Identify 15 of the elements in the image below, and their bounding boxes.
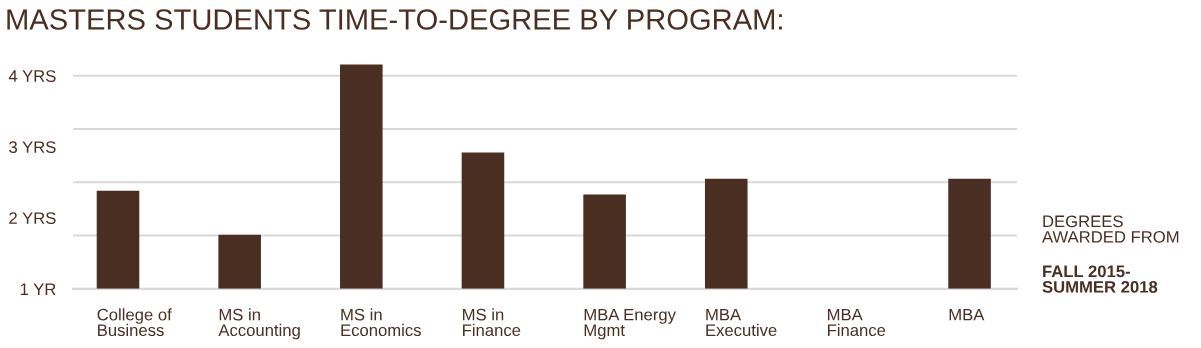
x-tick-label: MS in Accounting	[218, 308, 300, 340]
x-tick-label: MBA Executive	[706, 308, 777, 337]
y-tick-label: 4 YRS	[8, 70, 56, 82]
text: FALL 2015- SUMMER 2018	[1042, 265, 1158, 293]
chart-title: MASTERS STUDENTS TIME-TO-DEGREE BY PROGRAM:	[7, 9, 782, 30]
x-tick-label: MS in Economics	[341, 308, 421, 337]
text: DEGREES AWARDED FROM	[1042, 215, 1179, 243]
x-tick-label: MBA	[949, 308, 985, 321]
x-tick-label: MBA Finance	[827, 308, 886, 337]
x-tick-label: MBA Energy Mgmt	[584, 308, 676, 340]
x-tick-label: MS in Finance	[463, 308, 521, 337]
y-tick-label: 3 YRS	[9, 141, 56, 154]
y-tick-label: 2 YRS	[9, 212, 56, 225]
y-tick-label: 1 YR	[20, 283, 56, 295]
x-tick-label: College of Business	[97, 308, 172, 337]
